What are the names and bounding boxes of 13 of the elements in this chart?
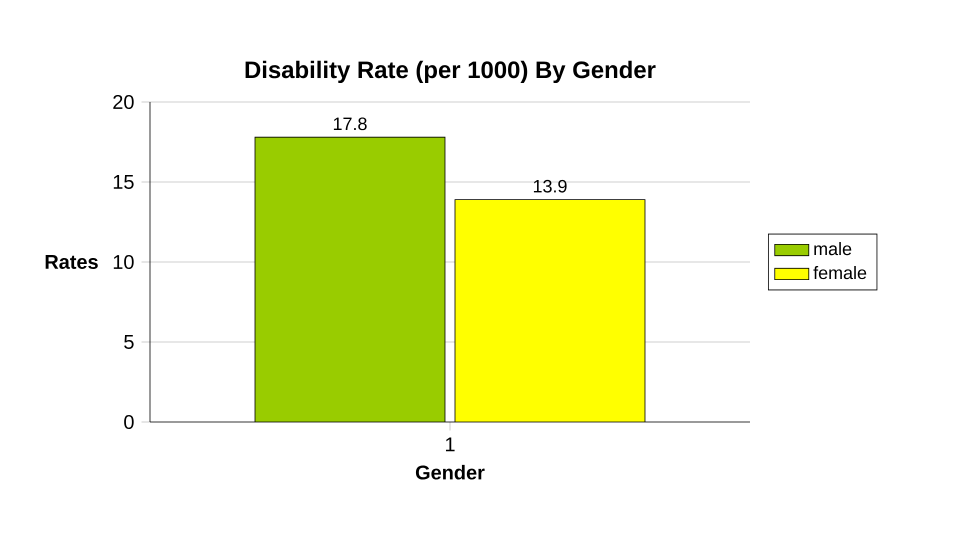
data-label: 17.8 (334, 117, 367, 130)
y-axis-title: Rates (46, 255, 98, 269)
legend-label: female (813, 266, 866, 280)
y-tick-label: 20 (113, 94, 134, 110)
y-tick-label: 5 (124, 335, 134, 349)
y-tick-label: 10 (114, 254, 134, 270)
y-tick-label: 0 (124, 414, 134, 430)
chart-title: Disability Rate (per 1000) By Gender (246, 60, 656, 84)
y-tick-label: 15 (114, 175, 134, 189)
x-axis-title: Gender (416, 464, 485, 480)
legend-label: male (814, 242, 852, 256)
x-tick-label: 1 (446, 438, 455, 452)
data-label: 13.9 (534, 180, 567, 193)
